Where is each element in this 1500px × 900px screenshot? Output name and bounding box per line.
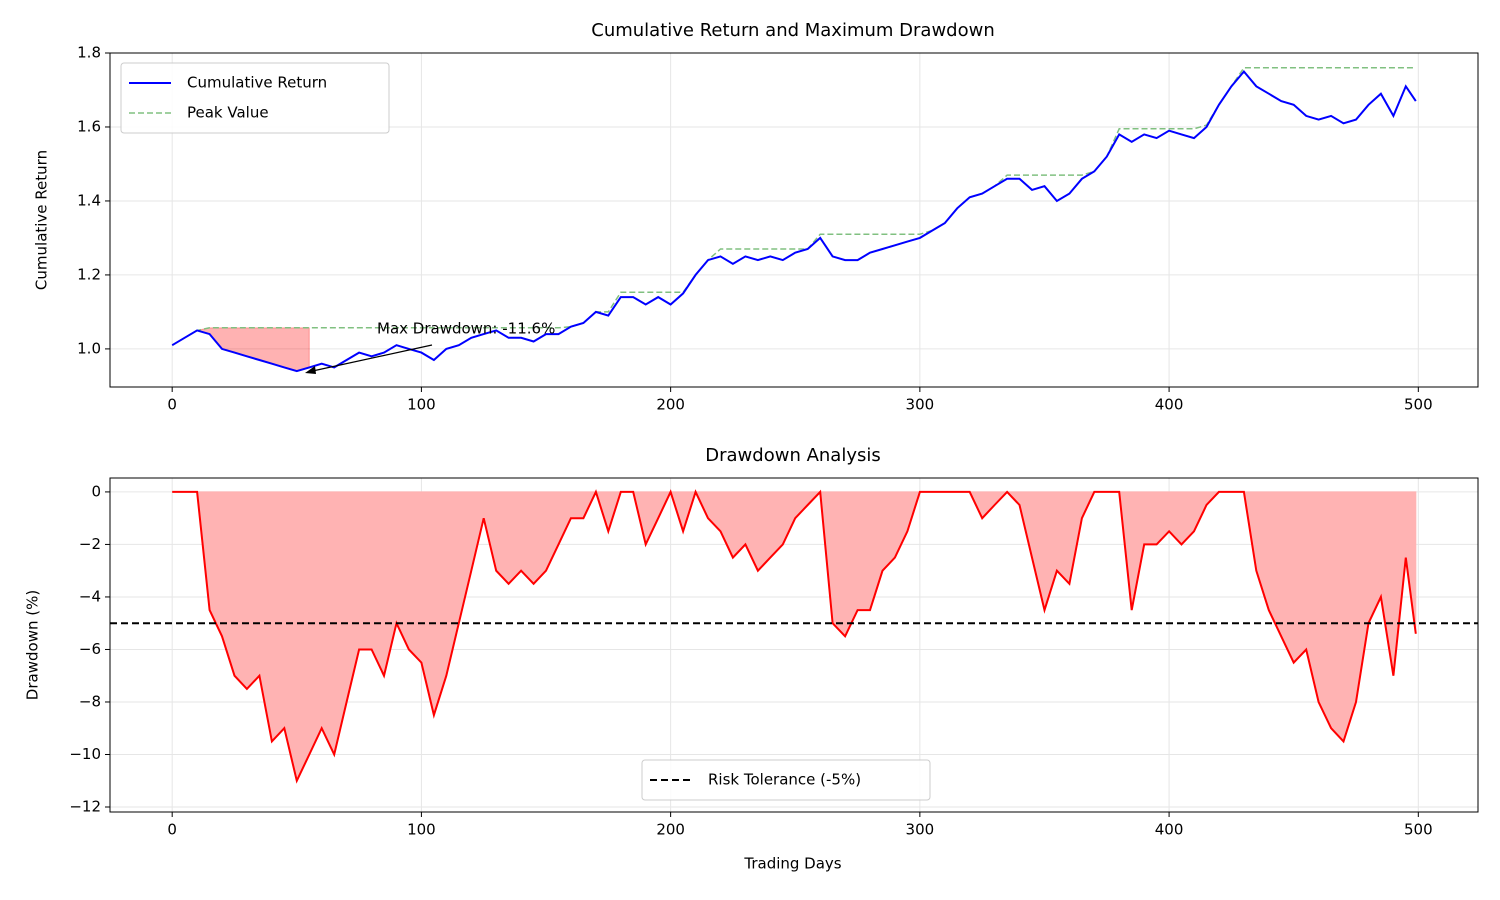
x-tick-label: 0 <box>167 396 177 414</box>
plot-area: 0 100 200 300 400 500 1.0 1.2 1.4 1.6 1.8 <box>77 44 1479 414</box>
x-axis-label: Trading Days <box>743 855 841 873</box>
x-tick-label: 500 <box>1404 396 1433 414</box>
axes-frame <box>109 477 1479 813</box>
area-fill <box>172 490 1417 783</box>
line-series <box>171 69 1417 373</box>
chart-title: Drawdown Analysis <box>705 445 880 466</box>
plot-area: 0 100 200 300 400 500 −12 −10 −8 −6 −4 −2 0 <box>69 477 1479 839</box>
y-tick-label: 1.2 <box>77 265 101 283</box>
x-tick-label: 200 <box>656 821 685 839</box>
y-tick-label: −4 <box>79 587 101 605</box>
axes-frame <box>109 52 1479 388</box>
y-tick-label: −6 <box>79 640 101 658</box>
x-tick-label: 400 <box>1155 821 1184 839</box>
x-tick-label: 100 <box>407 396 436 414</box>
legend: Cumulative Return Peak Value <box>120 62 390 134</box>
legend-label: Cumulative Return <box>187 74 327 92</box>
y-tick-label: −10 <box>69 745 101 763</box>
y-tick-label: −2 <box>79 535 101 553</box>
x-tick-label: 200 <box>656 396 685 414</box>
y-tick-label: 1.6 <box>77 117 101 135</box>
annotation: Max Drawdown: -11.6% <box>305 320 555 374</box>
y-tick-label: 1.0 <box>77 339 101 357</box>
line-series <box>172 489 1417 784</box>
y-tick-label: 0 <box>91 482 101 500</box>
y-tick-label: 1.8 <box>77 44 101 62</box>
chart-title: Cumulative Return and Maximum Drawdown <box>591 20 995 41</box>
legend-box <box>641 759 931 801</box>
y-tick-label: −8 <box>79 692 101 710</box>
y-axis-label: Drawdown (%) <box>24 590 42 700</box>
legend-label: Peak Value <box>187 104 269 122</box>
y-tick-label: 1.4 <box>77 191 101 209</box>
drawdown-fill <box>196 327 310 372</box>
legend-box <box>120 62 390 134</box>
y-axis-label: Cumulative Return <box>33 150 51 290</box>
legend: Risk Tolerance (-5%) <box>641 759 931 801</box>
x-tick-label: 0 <box>167 821 177 839</box>
y-tick-label: −12 <box>69 798 101 816</box>
x-tick-label: 100 <box>407 821 436 839</box>
x-tick-label: 300 <box>906 821 935 839</box>
annotation-arrowhead <box>305 366 316 374</box>
x-tick-label: 400 <box>1155 396 1184 414</box>
annotation-text: Max Drawdown: -11.6% <box>377 320 555 338</box>
x-tick-label: 300 <box>906 396 935 414</box>
x-tick-label: 500 <box>1404 821 1433 839</box>
annotation-arrow <box>307 344 433 373</box>
legend-label: Risk Tolerance (-5%) <box>708 771 861 789</box>
